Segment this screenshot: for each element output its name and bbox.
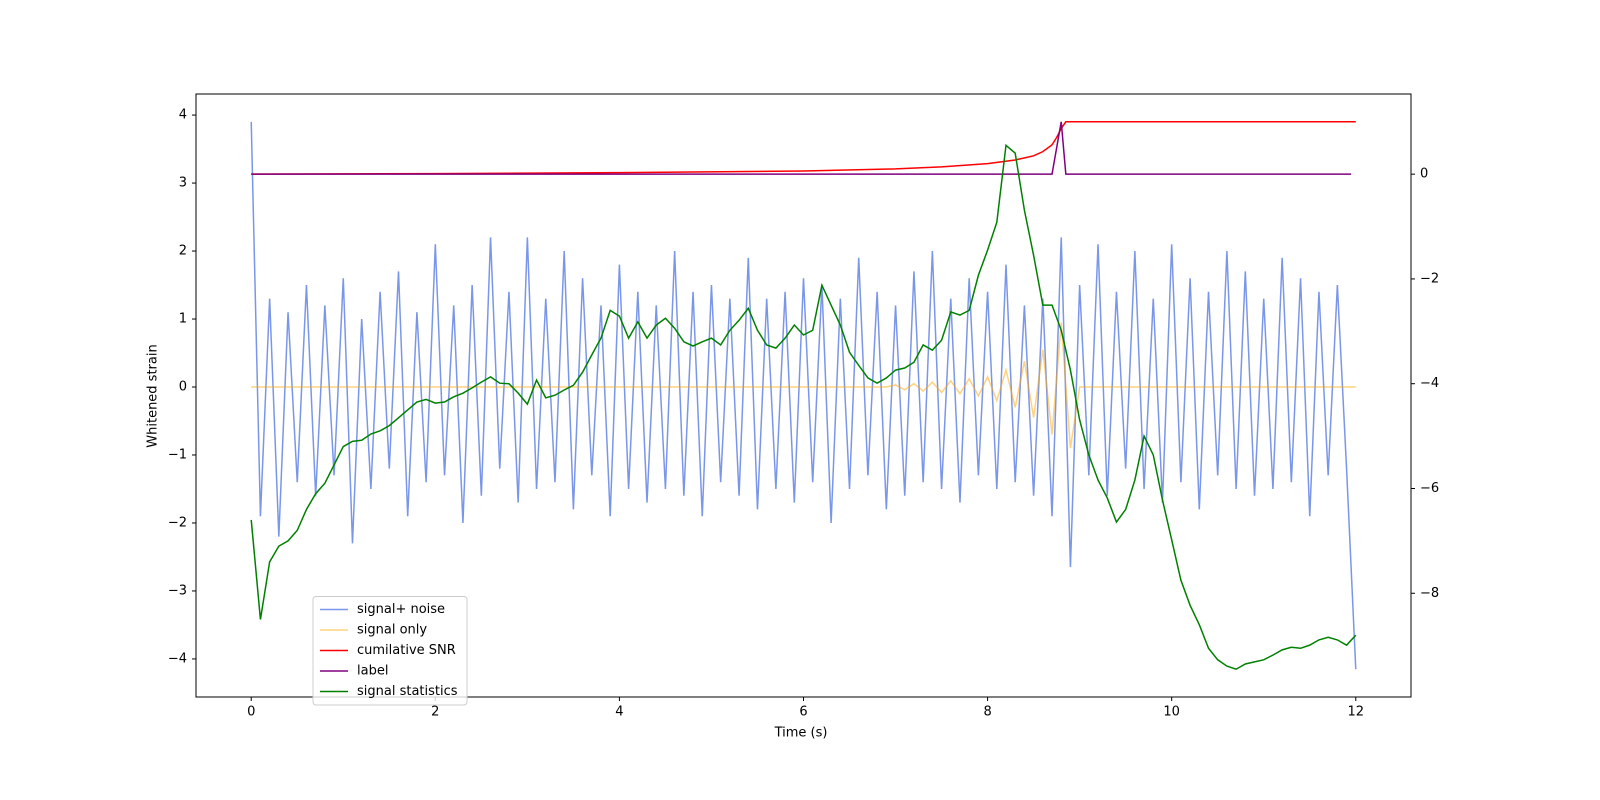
data-line	[250, 121, 1357, 670]
y-tick-label: 0	[179, 380, 187, 395]
y2-tick-label: −2	[1420, 271, 1439, 286]
x-axis-label: Time (s)	[774, 726, 828, 741]
legend-label: label	[357, 664, 388, 679]
legend-label: signal statistics	[357, 684, 458, 699]
x-tick-label: 10	[1163, 705, 1180, 720]
y-axis-label: Whitened strain	[146, 344, 161, 447]
y-tick-label: −2	[168, 515, 187, 530]
y2-tick-label: −6	[1420, 481, 1439, 496]
legend-box	[312, 596, 468, 706]
y2-tick-label: 0	[1420, 167, 1428, 182]
data-line	[251, 322, 1356, 449]
y-tick-label: −1	[168, 447, 187, 462]
y-tick-label: −3	[168, 583, 187, 598]
data-line	[251, 121, 1352, 175]
x-tick-label: 0	[247, 705, 255, 720]
data-line	[251, 121, 1356, 175]
y-tick-label: 1	[179, 312, 187, 327]
legend-label: cumilative SNR	[357, 643, 456, 658]
y2-tick-label: −4	[1420, 376, 1439, 391]
x-tick-label: 6	[799, 705, 807, 720]
y2-tick-label: −8	[1420, 586, 1439, 601]
x-tick-label: 8	[983, 705, 991, 720]
y-tick-label: 4	[179, 108, 187, 123]
x-tick-label: 12	[1347, 705, 1364, 720]
y-tick-label: 3	[179, 176, 187, 191]
y-tick-label: −4	[168, 651, 187, 666]
x-tick-label: 2	[431, 705, 439, 720]
x-tick-label: 4	[615, 705, 623, 720]
legend-label: signal only	[357, 623, 427, 638]
y-tick-label: 2	[179, 244, 187, 259]
legend-label: signal+ noise	[357, 602, 445, 617]
data-line	[250, 143, 1357, 671]
